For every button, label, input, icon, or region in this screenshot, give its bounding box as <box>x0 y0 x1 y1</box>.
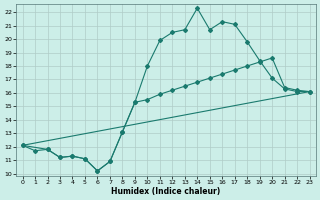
X-axis label: Humidex (Indice chaleur): Humidex (Indice chaleur) <box>111 187 221 196</box>
